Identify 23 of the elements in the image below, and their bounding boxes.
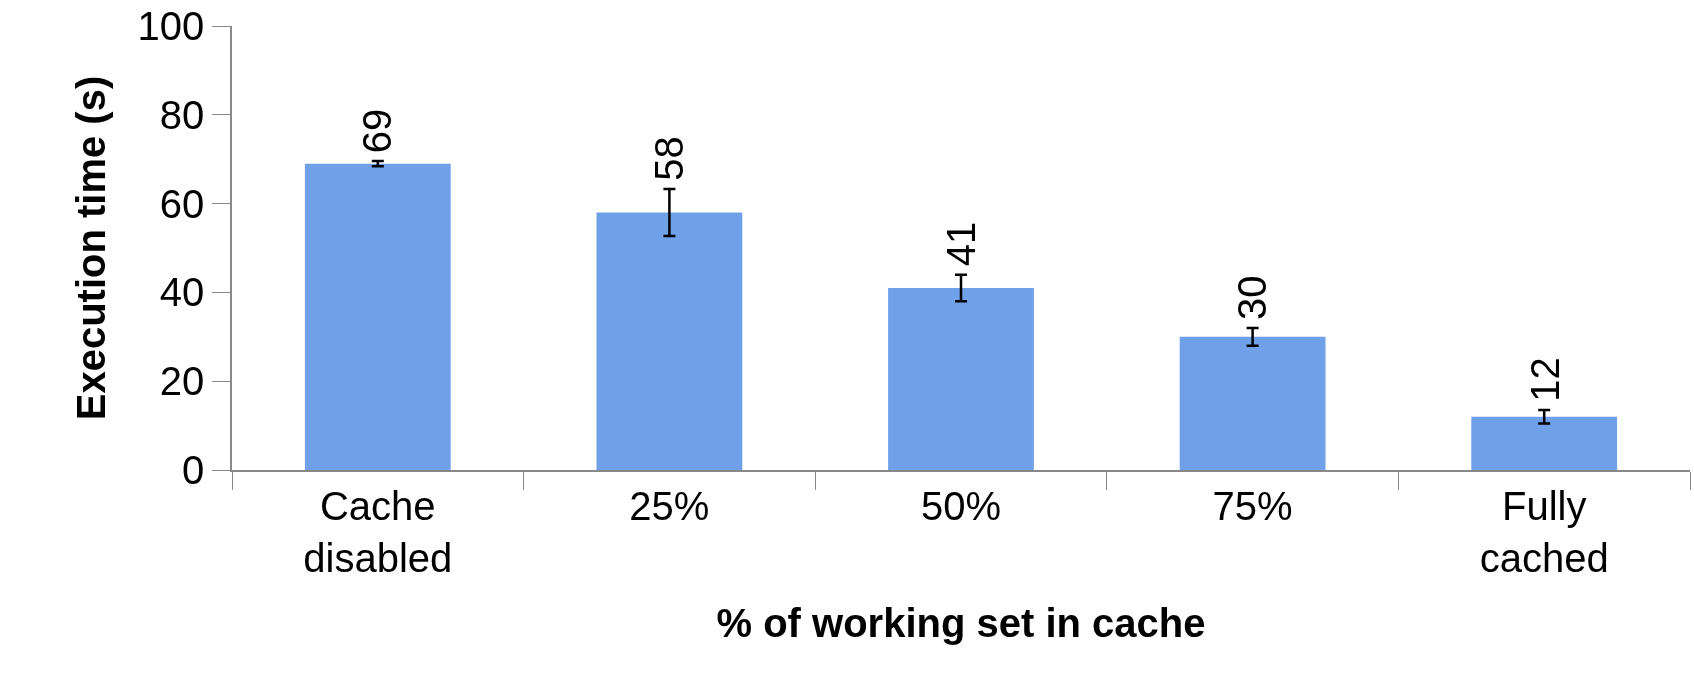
x-tick-label: 25% <box>629 483 710 528</box>
data-label: 41 <box>938 221 983 267</box>
bar <box>596 212 743 470</box>
data-label: 69 <box>355 108 400 154</box>
y-tick-label: 40 <box>159 270 205 315</box>
y-axis-title: Execution time (s) <box>68 75 113 421</box>
data-label: 30 <box>1230 275 1275 321</box>
y-tick-label: 20 <box>159 359 205 404</box>
y-tick-label: 100 <box>137 4 205 48</box>
x-tick-label: 75% <box>1212 483 1293 528</box>
y-tick-label: 0 <box>182 448 205 492</box>
bar <box>304 163 451 470</box>
x-tick-label: Cache disabled <box>303 483 453 580</box>
bar <box>1471 416 1618 470</box>
y-tick-label: 80 <box>159 92 205 137</box>
data-label: 58 <box>646 136 691 181</box>
x-tick-label: 50% <box>920 483 1002 528</box>
data-label: 12 <box>1522 357 1567 402</box>
bar <box>888 287 1034 470</box>
y-tick-label: 60 <box>159 181 205 226</box>
x-tick-label: Fully cached <box>1479 483 1609 580</box>
bar <box>1179 336 1326 470</box>
x-axis-title: % of working set in cache <box>716 600 1206 645</box>
